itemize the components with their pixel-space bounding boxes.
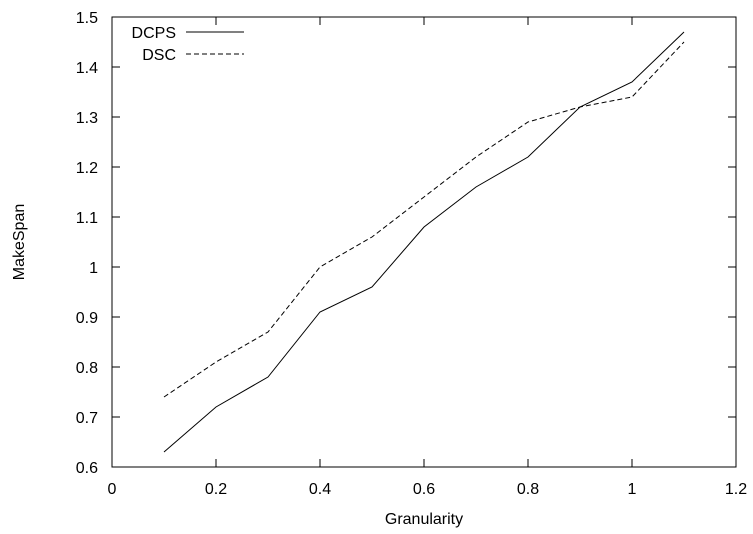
x-tick-label: 0.6	[413, 481, 435, 498]
x-axis: 0 0.2 0.4 0.6 0.8 1 1.2	[108, 17, 747, 498]
y-tick-label: 0.8	[76, 360, 98, 377]
x-tick-label: 0.2	[205, 481, 227, 498]
legend-label: DCPS	[132, 25, 176, 42]
y-tick-label: 1.5	[76, 10, 98, 27]
y-tick-label: 1	[89, 260, 98, 277]
series-line-dcps	[163, 31, 685, 453]
y-tick-label: 0.9	[76, 310, 98, 327]
series-line-dsc	[163, 41, 685, 398]
y-axis-label: MakeSpan	[11, 204, 28, 281]
x-axis-label: Granularity	[385, 511, 463, 528]
series-layer	[163, 31, 685, 453]
x-tick-label: 0	[108, 481, 117, 498]
y-tick-label: 1.1	[76, 210, 98, 227]
y-tick-label: 1.4	[76, 60, 98, 77]
y-tick-label: 0.7	[76, 410, 98, 427]
y-tick-label: 1.2	[76, 160, 98, 177]
y-axis: 0.6 0.7 0.8 0.9 1 1.1 1.2 1.3 1.4 1.5	[76, 10, 736, 477]
x-tick-label: 0.8	[517, 481, 539, 498]
y-tick-label: 1.3	[76, 110, 98, 127]
y-tick-label: 0.6	[76, 460, 98, 477]
legend: DCPS DSC	[132, 25, 244, 64]
x-tick-label: 1.2	[725, 481, 747, 498]
legend-label: DSC	[142, 47, 176, 64]
x-tick-label: 0.4	[309, 481, 331, 498]
x-tick-label: 1	[628, 481, 637, 498]
plot-frame	[111, 16, 737, 468]
